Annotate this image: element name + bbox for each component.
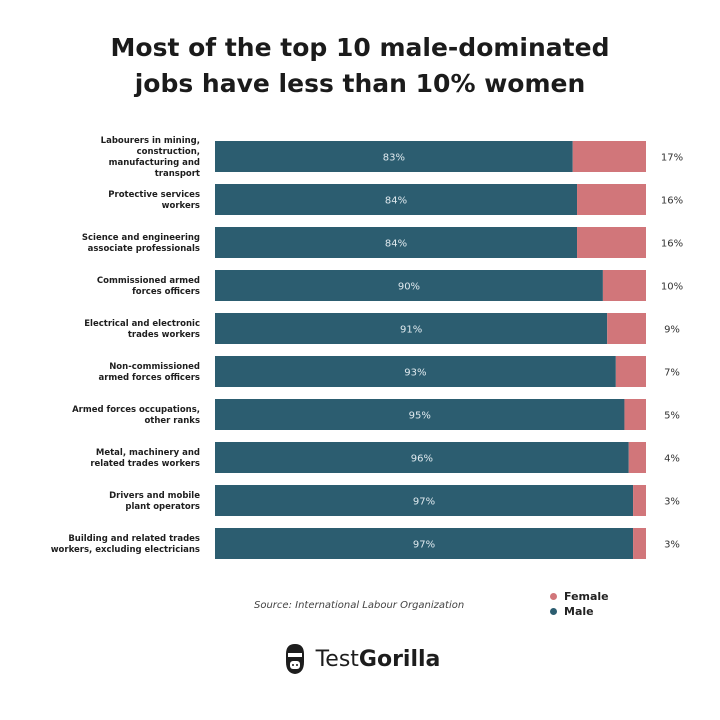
category-label: Metal, machinery and related trades worke… [90,448,200,469]
bar-male [215,485,634,516]
brand-name-part1: Test [315,646,359,672]
bar-male [215,270,603,301]
bar-female [615,356,646,387]
category-label: Protective services workers [108,190,200,211]
data-label-female: 4% [664,454,680,465]
bar-female [602,270,646,301]
source-note: Source: International Labour Organizatio… [254,600,465,611]
chart-title-line-1: Most of the top 10 male-dominated [110,33,610,62]
gorilla-logo-icon [285,644,304,674]
data-label-female: 10% [661,282,683,293]
category-label-line: Labourers in mining, [101,136,200,146]
bar-male [215,141,573,172]
category-label-line: Non-commissioned [109,362,200,372]
brand-name: TestGorilla [316,647,441,672]
category-label: Building and related trades workers, excl… [51,534,200,555]
data-label-male: 84% [385,196,407,207]
category-label-line: Protective services [108,190,200,200]
data-label-male: 84% [385,239,407,250]
category-label-line: trades workers [128,330,200,340]
category-label-line: other ranks [144,416,200,426]
legend-swatch-male [550,608,557,615]
chart-title-line-2: jobs have less than 10% women [134,69,586,98]
category-label-line: manufacturing and [109,158,200,168]
category-label: Commissioned armed forces officers [97,276,200,297]
bar-female [577,184,646,215]
data-label-male: 97% [413,497,435,508]
category-label-line: plant operators [125,502,200,512]
bar-male [215,227,578,258]
bar-male [215,313,608,344]
legend-label-female: Female [564,590,609,603]
category-label-line: Electrical and electronic [84,319,200,329]
category-label-line: transport [155,169,200,179]
brand-name-part2: Gorilla [358,646,441,672]
data-label-female: 3% [664,540,680,551]
category-label-line: Drivers and mobile [109,491,200,501]
category-label-line: workers, excluding electricians [51,545,200,555]
category-label-line: associate professionals [88,244,200,254]
bar-male [215,528,634,559]
data-label-female: 16% [661,196,683,207]
category-label-line: Armed forces occupations, [72,405,200,415]
data-label-male: 97% [413,540,435,551]
category-label: Drivers and mobile plant operators [109,491,200,512]
category-label-line: Science and engineering [82,233,200,243]
data-label-female: 7% [664,368,680,379]
data-label-male: 96% [411,454,433,465]
data-label-female: 3% [664,497,680,508]
category-label-line: Building and related trades [68,534,200,544]
category-label: Armed forces occupations, other ranks [72,405,200,426]
brand-footer: TestGorilla [0,642,720,676]
category-label-line: workers [162,201,200,211]
legend-label-male: Male [564,605,594,618]
bar-female [633,485,646,516]
category-label: Labourers in mining, construction, manufac… [101,136,200,179]
data-label-male: 91% [400,325,422,336]
legend-item-female: Female [550,589,609,604]
data-label-female: 16% [661,239,683,250]
bar-male [215,399,625,430]
bar-male [215,184,578,215]
category-label-line: armed forces officers [98,373,200,383]
category-label-line: construction, [137,147,200,157]
bar-female [633,528,646,559]
data-label-female: 5% [664,411,680,422]
bar-female [572,141,646,172]
bar-male [215,442,629,473]
bar-female [577,227,646,258]
category-label-line: Metal, machinery and [96,448,200,458]
data-label-female: 17% [661,153,683,164]
bar-female [607,313,646,344]
data-label-male: 90% [398,282,420,293]
legend-swatch-female [550,593,557,600]
category-label: Non-commissioned armed forces officers [98,362,200,383]
bar-female [624,399,646,430]
bar-female [628,442,646,473]
category-label-line: forces officers [132,287,200,297]
data-label-male: 93% [404,368,426,379]
legend: Female Male [550,589,609,619]
legend-item-male: Male [550,604,609,619]
data-label-male: 83% [383,153,405,164]
category-label: Electrical and electronic trades workers [84,319,200,340]
category-label-line: Commissioned armed [97,276,200,286]
bar-male [215,356,616,387]
data-label-male: 95% [409,411,431,422]
category-label: Science and engineering associate profess… [82,233,200,254]
chart-title: Most of the top 10 male-dominated jobs h… [0,30,720,102]
category-label-line: related trades workers [90,459,200,469]
data-label-female: 9% [664,325,680,336]
